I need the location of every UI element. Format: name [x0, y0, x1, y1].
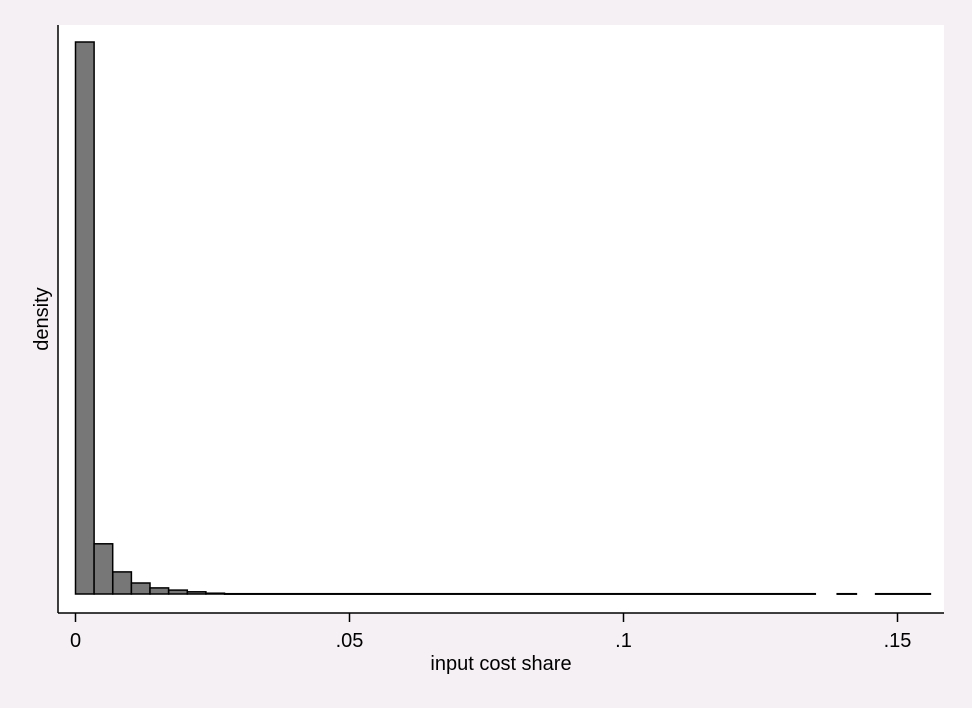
bars-group: [74, 41, 932, 595]
histogram-bar-1: [93, 543, 114, 595]
histogram-bar-7: [205, 592, 226, 595]
x-tick-label-1: .05: [336, 630, 364, 652]
histogram-bar-2: [112, 571, 133, 595]
histogram-bar-10: [874, 592, 932, 595]
x-ticks-group: 0 .05 .1 .15: [70, 613, 911, 652]
histogram-bar-5: [167, 589, 189, 595]
histogram-bar-0: [74, 41, 95, 595]
x-tick-label-0: 0: [70, 630, 81, 652]
histogram-bar-8: [223, 592, 817, 595]
histogram-bar-4: [149, 587, 170, 595]
histogram-bar-3: [130, 582, 151, 595]
x-axis-label: input cost share: [430, 653, 571, 675]
histogram-bar-9: [836, 592, 858, 595]
y-axis-label: density: [31, 287, 53, 350]
x-tick-label-2: .1: [615, 630, 632, 652]
x-tick-label-3: .15: [884, 630, 912, 652]
histogram-bar-6: [186, 591, 207, 595]
plot-area: [58, 25, 944, 613]
